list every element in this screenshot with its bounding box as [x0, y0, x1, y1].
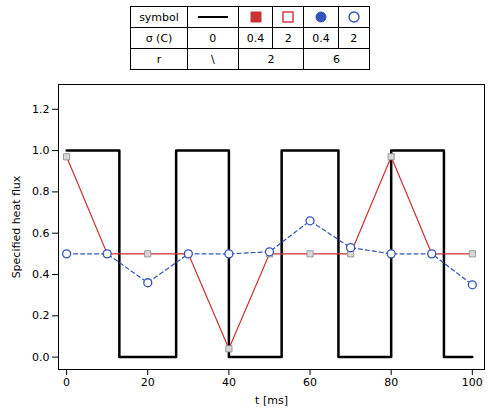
svg-text:0.4: 0.4 [32, 268, 50, 281]
svg-text:60: 60 [303, 376, 317, 389]
html-text:0.4: 0.4 [246, 31, 265, 45]
svg-text:1.2: 1.2 [32, 103, 50, 116]
html-text:symbol: symbol [139, 10, 179, 24]
svg-text:Specified heat flux: Specified heat flux [10, 175, 23, 278]
svg-text:0.2: 0.2 [32, 309, 50, 322]
html-text:6: 6 [333, 52, 341, 66]
svg-text:0.0: 0.0 [32, 351, 50, 364]
html-text:2: 2 [267, 52, 275, 66]
html-text:σ (C): σ (C) [145, 31, 173, 45]
svg-text:0.8: 0.8 [32, 185, 50, 198]
svg-text:40: 40 [222, 376, 236, 389]
svg-text:100: 100 [462, 376, 483, 389]
svg-text:0: 0 [63, 376, 70, 389]
svg-text:t [ms]: t [ms] [255, 394, 288, 407]
html-text:2: 2 [284, 31, 292, 45]
svg-text:0.6: 0.6 [32, 227, 50, 240]
svg-text:80: 80 [384, 376, 398, 389]
svg-text:1.0: 1.0 [32, 144, 50, 157]
html-text:2: 2 [350, 31, 358, 45]
html-text:0: 0 [209, 31, 217, 45]
html-text:r: r [156, 52, 162, 66]
html-text:0.4: 0.4 [312, 31, 330, 45]
svg-text:20: 20 [141, 376, 155, 389]
